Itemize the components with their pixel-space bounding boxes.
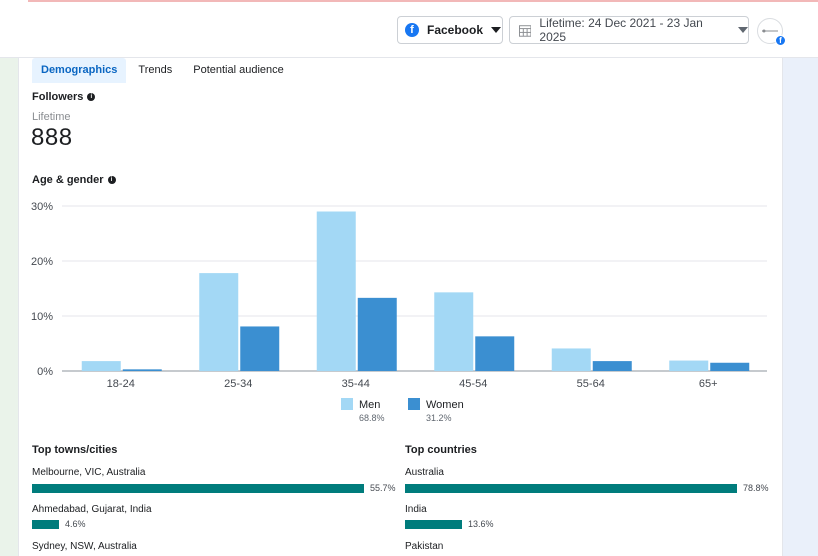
- city-bar: [32, 520, 59, 529]
- city-label: Sydney, NSW, Australia: [32, 541, 137, 552]
- city-bar: [32, 484, 364, 493]
- country-label: India: [405, 504, 427, 515]
- followers-period: Lifetime: [32, 111, 71, 123]
- y-tick-label: 30%: [31, 201, 53, 213]
- legend-swatch: [341, 398, 353, 410]
- legend-share: 68.8%: [359, 413, 385, 423]
- age-gender-title-text: Age & gender: [32, 174, 104, 186]
- bar-women: [592, 361, 632, 371]
- facebook-icon: f: [405, 23, 419, 37]
- bar-women: [475, 336, 515, 371]
- bar-men: [434, 292, 474, 371]
- city-percent: 4.6%: [65, 519, 86, 529]
- bar-men: [199, 273, 239, 371]
- bar-women: [122, 369, 162, 371]
- country-label: Pakistan: [405, 541, 444, 552]
- chevron-down-icon: [738, 27, 748, 33]
- top-cities-title: Top towns/cities: [32, 444, 118, 456]
- tab-trends[interactable]: Trends: [138, 64, 173, 76]
- audience-card: Demographics Trends Potential audience F…: [18, 58, 783, 556]
- legend-label: Men: [359, 399, 380, 411]
- y-tick-label: 20%: [31, 256, 53, 268]
- bar-women: [710, 362, 750, 371]
- legend-swatch: [408, 398, 420, 410]
- followers-count: 888: [31, 124, 73, 151]
- age-gender-title: Age & gender i: [32, 174, 116, 186]
- tab-potential-audience[interactable]: Potential audience: [193, 64, 284, 76]
- date-range-dropdown[interactable]: Lifetime: 24 Dec 2021 - 23 Jan 2025: [509, 16, 749, 44]
- country-bar: [405, 520, 462, 529]
- calendar-icon: [519, 24, 532, 37]
- followers-title: Followers i: [32, 91, 96, 103]
- x-tick-label: 55-64: [577, 378, 605, 390]
- x-tick-label: 35-44: [342, 378, 370, 390]
- x-tick-label: 45-54: [459, 378, 487, 390]
- bar-men: [316, 211, 356, 371]
- age-gender-chart: 0% 10% 20% 30% 18-24 25-34 35-44 45-54 55-64 65+ M…: [31, 201, 767, 423]
- bar-women: [240, 326, 280, 371]
- tab-bar: Demographics Trends Potential audience: [32, 58, 296, 83]
- legend-label: Women: [426, 399, 464, 411]
- top-countries-title: Top countries: [405, 444, 477, 456]
- platform-label: Facebook: [427, 23, 484, 37]
- info-icon[interactable]: i: [87, 93, 96, 101]
- facebook-badge-icon: f: [775, 35, 786, 46]
- country-percent: 13.6%: [468, 519, 494, 529]
- country-bar: [405, 484, 737, 493]
- country-percent: 78.8%: [743, 483, 769, 493]
- x-tick-label: 25-34: [224, 378, 252, 390]
- city-label: Ahmedabad, Gujarat, India: [32, 504, 152, 515]
- bar-women: [357, 297, 397, 371]
- tab-demographics[interactable]: Demographics: [32, 58, 127, 83]
- city-label: Melbourne, VIC, Australia: [32, 467, 146, 478]
- city-percent: 55.7%: [370, 483, 396, 493]
- x-tick-label: 18-24: [107, 378, 135, 390]
- bar-men: [551, 348, 591, 371]
- date-range-label: Lifetime: 24 Dec 2021 - 23 Jan 2025: [539, 16, 703, 44]
- y-tick-label: 0%: [37, 366, 53, 378]
- chevron-down-icon: [491, 27, 502, 33]
- y-tick-label: 10%: [31, 311, 53, 323]
- x-tick-label: 65+: [699, 378, 718, 390]
- page-logo-icon: [762, 29, 778, 33]
- profile-avatar[interactable]: f: [757, 18, 786, 46]
- legend-share: 31.2%: [426, 413, 452, 423]
- bar-men: [81, 361, 121, 371]
- top-accent-line: [28, 0, 818, 2]
- bar-men: [669, 360, 709, 371]
- info-icon[interactable]: i: [107, 176, 116, 184]
- country-label: Australia: [405, 467, 444, 478]
- top-bar: f Facebook Lifetime: 24 Dec 2021 - 23 Ja…: [0, 0, 818, 58]
- followers-title-text: Followers: [32, 91, 84, 103]
- platform-dropdown[interactable]: f Facebook: [397, 16, 503, 44]
